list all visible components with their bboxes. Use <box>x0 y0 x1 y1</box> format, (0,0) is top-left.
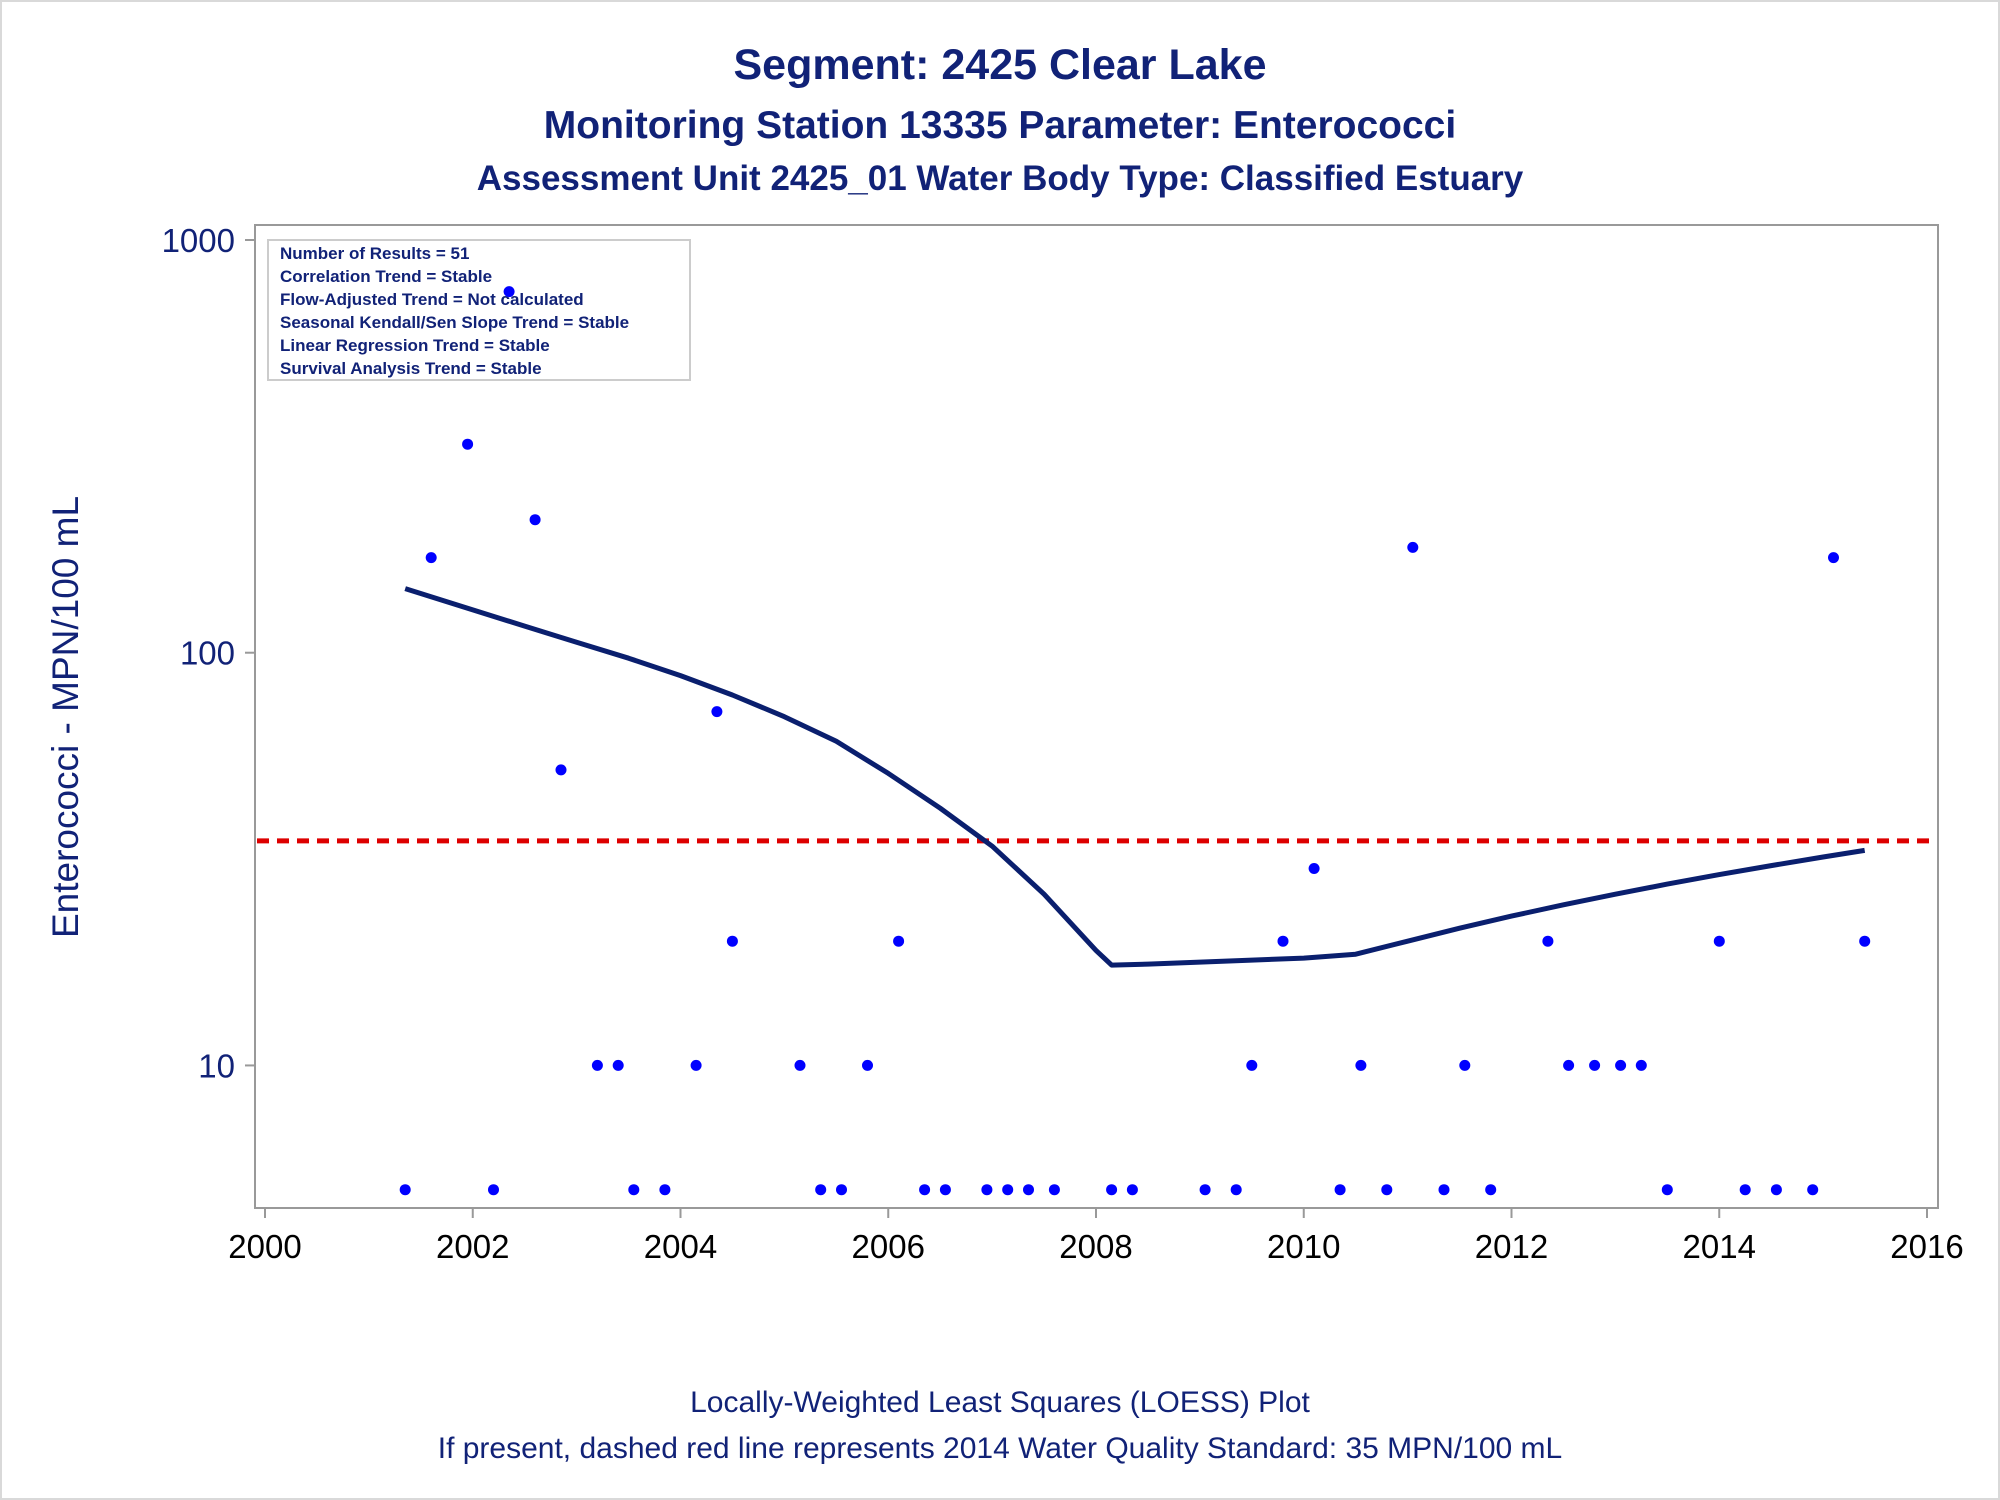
data-point <box>1485 1184 1497 1196</box>
data-point <box>399 1184 411 1196</box>
y-tick-label: 100 <box>180 635 235 672</box>
footnote-loess: Locally-Weighted Least Squares (LOESS) P… <box>690 1386 1310 1419</box>
data-point <box>555 764 567 776</box>
data-point <box>1635 1059 1647 1071</box>
data-point <box>1661 1184 1673 1196</box>
data-point <box>612 1059 624 1071</box>
chart-title: Segment: 2425 Clear Lake <box>734 41 1267 89</box>
data-point <box>1002 1184 1014 1196</box>
chart-subtitle-2: Assessment Unit 2425_01 Water Body Type:… <box>477 159 1524 198</box>
data-point <box>981 1184 993 1196</box>
footnote-standard: If present, dashed red line represents 2… <box>438 1432 1563 1465</box>
data-points <box>399 286 1871 1196</box>
data-point <box>628 1184 640 1196</box>
data-point <box>1459 1059 1471 1071</box>
data-point <box>1230 1184 1242 1196</box>
data-point <box>1615 1059 1627 1071</box>
data-point <box>862 1059 873 1071</box>
data-point <box>1407 541 1419 553</box>
data-point <box>1334 1184 1346 1196</box>
data-point <box>488 1184 499 1196</box>
axes: 2000 2002 2004 2006 2008 2010 2012 2014 2016 10 10… <box>162 222 1964 1265</box>
y-tick-label: 10 <box>198 1047 235 1084</box>
data-point <box>659 1184 671 1196</box>
data-point <box>462 438 474 450</box>
data-point <box>529 514 541 526</box>
stat-results: Number of Results = 51 <box>280 244 469 263</box>
x-tick-label: 2016 <box>1890 1228 1963 1265</box>
data-point <box>1563 1059 1575 1071</box>
data-point <box>1770 1184 1782 1196</box>
data-point <box>1048 1184 1060 1196</box>
stat-linear-regression: Linear Regression Trend = Stable <box>280 336 550 355</box>
x-tick-label: 2002 <box>436 1228 509 1265</box>
stat-flow-adjusted: Flow-Adjusted Trend = Not calculated <box>280 290 584 309</box>
stat-seasonal-kendall: Seasonal Kendall/Sen Slope Trend = Stabl… <box>280 313 629 332</box>
stats-box <box>267 239 691 381</box>
x-tick-label: 2000 <box>228 1228 301 1265</box>
x-tick-label: 2008 <box>1059 1228 1132 1265</box>
data-point <box>690 1059 702 1071</box>
data-point <box>1713 935 1725 947</box>
data-point <box>1308 863 1320 874</box>
data-point <box>836 1184 847 1196</box>
data-point <box>1126 1184 1138 1196</box>
loess-curve <box>404 586 1866 968</box>
data-point <box>1246 1059 1258 1071</box>
data-point <box>503 286 515 298</box>
data-point <box>1859 935 1871 947</box>
data-point <box>1542 935 1554 947</box>
x-tick-label: 2012 <box>1475 1228 1548 1265</box>
x-tick-label: 2004 <box>644 1228 717 1265</box>
stats-legend: Number of Results = 51 Correlation Trend… <box>267 239 691 381</box>
data-point <box>1739 1184 1751 1196</box>
stat-survival: Survival Analysis Trend = Stable <box>280 359 542 378</box>
data-point <box>1106 1184 1118 1196</box>
data-point <box>1023 1184 1034 1196</box>
x-tick-label: 2014 <box>1683 1228 1756 1265</box>
data-point <box>1199 1184 1211 1196</box>
data-point <box>1828 552 1839 564</box>
data-point <box>1807 1184 1819 1196</box>
data-point <box>591 1059 603 1071</box>
x-tick-label: 2006 <box>852 1228 925 1265</box>
data-point <box>726 935 738 947</box>
y-tick-label: 1000 <box>162 222 235 259</box>
stat-correlation: Correlation Trend = Stable <box>280 267 492 286</box>
data-point <box>919 1184 931 1196</box>
x-tick-label: 2010 <box>1267 1228 1340 1265</box>
data-point <box>794 1059 806 1071</box>
data-point <box>1381 1184 1393 1196</box>
data-point <box>815 1184 827 1196</box>
data-point <box>1355 1059 1367 1071</box>
data-point <box>939 1184 951 1196</box>
data-point <box>1438 1184 1450 1196</box>
data-point <box>1277 935 1289 947</box>
y-axis-label: Enterococci - MPN/100 mL <box>45 496 86 938</box>
data-point <box>1589 1059 1601 1071</box>
data-point <box>893 935 905 947</box>
chart-subtitle: Monitoring Station 13335 Parameter: Ente… <box>544 104 1456 147</box>
loess-layer <box>404 586 1866 968</box>
data-point <box>425 552 437 564</box>
data-point <box>711 706 723 718</box>
